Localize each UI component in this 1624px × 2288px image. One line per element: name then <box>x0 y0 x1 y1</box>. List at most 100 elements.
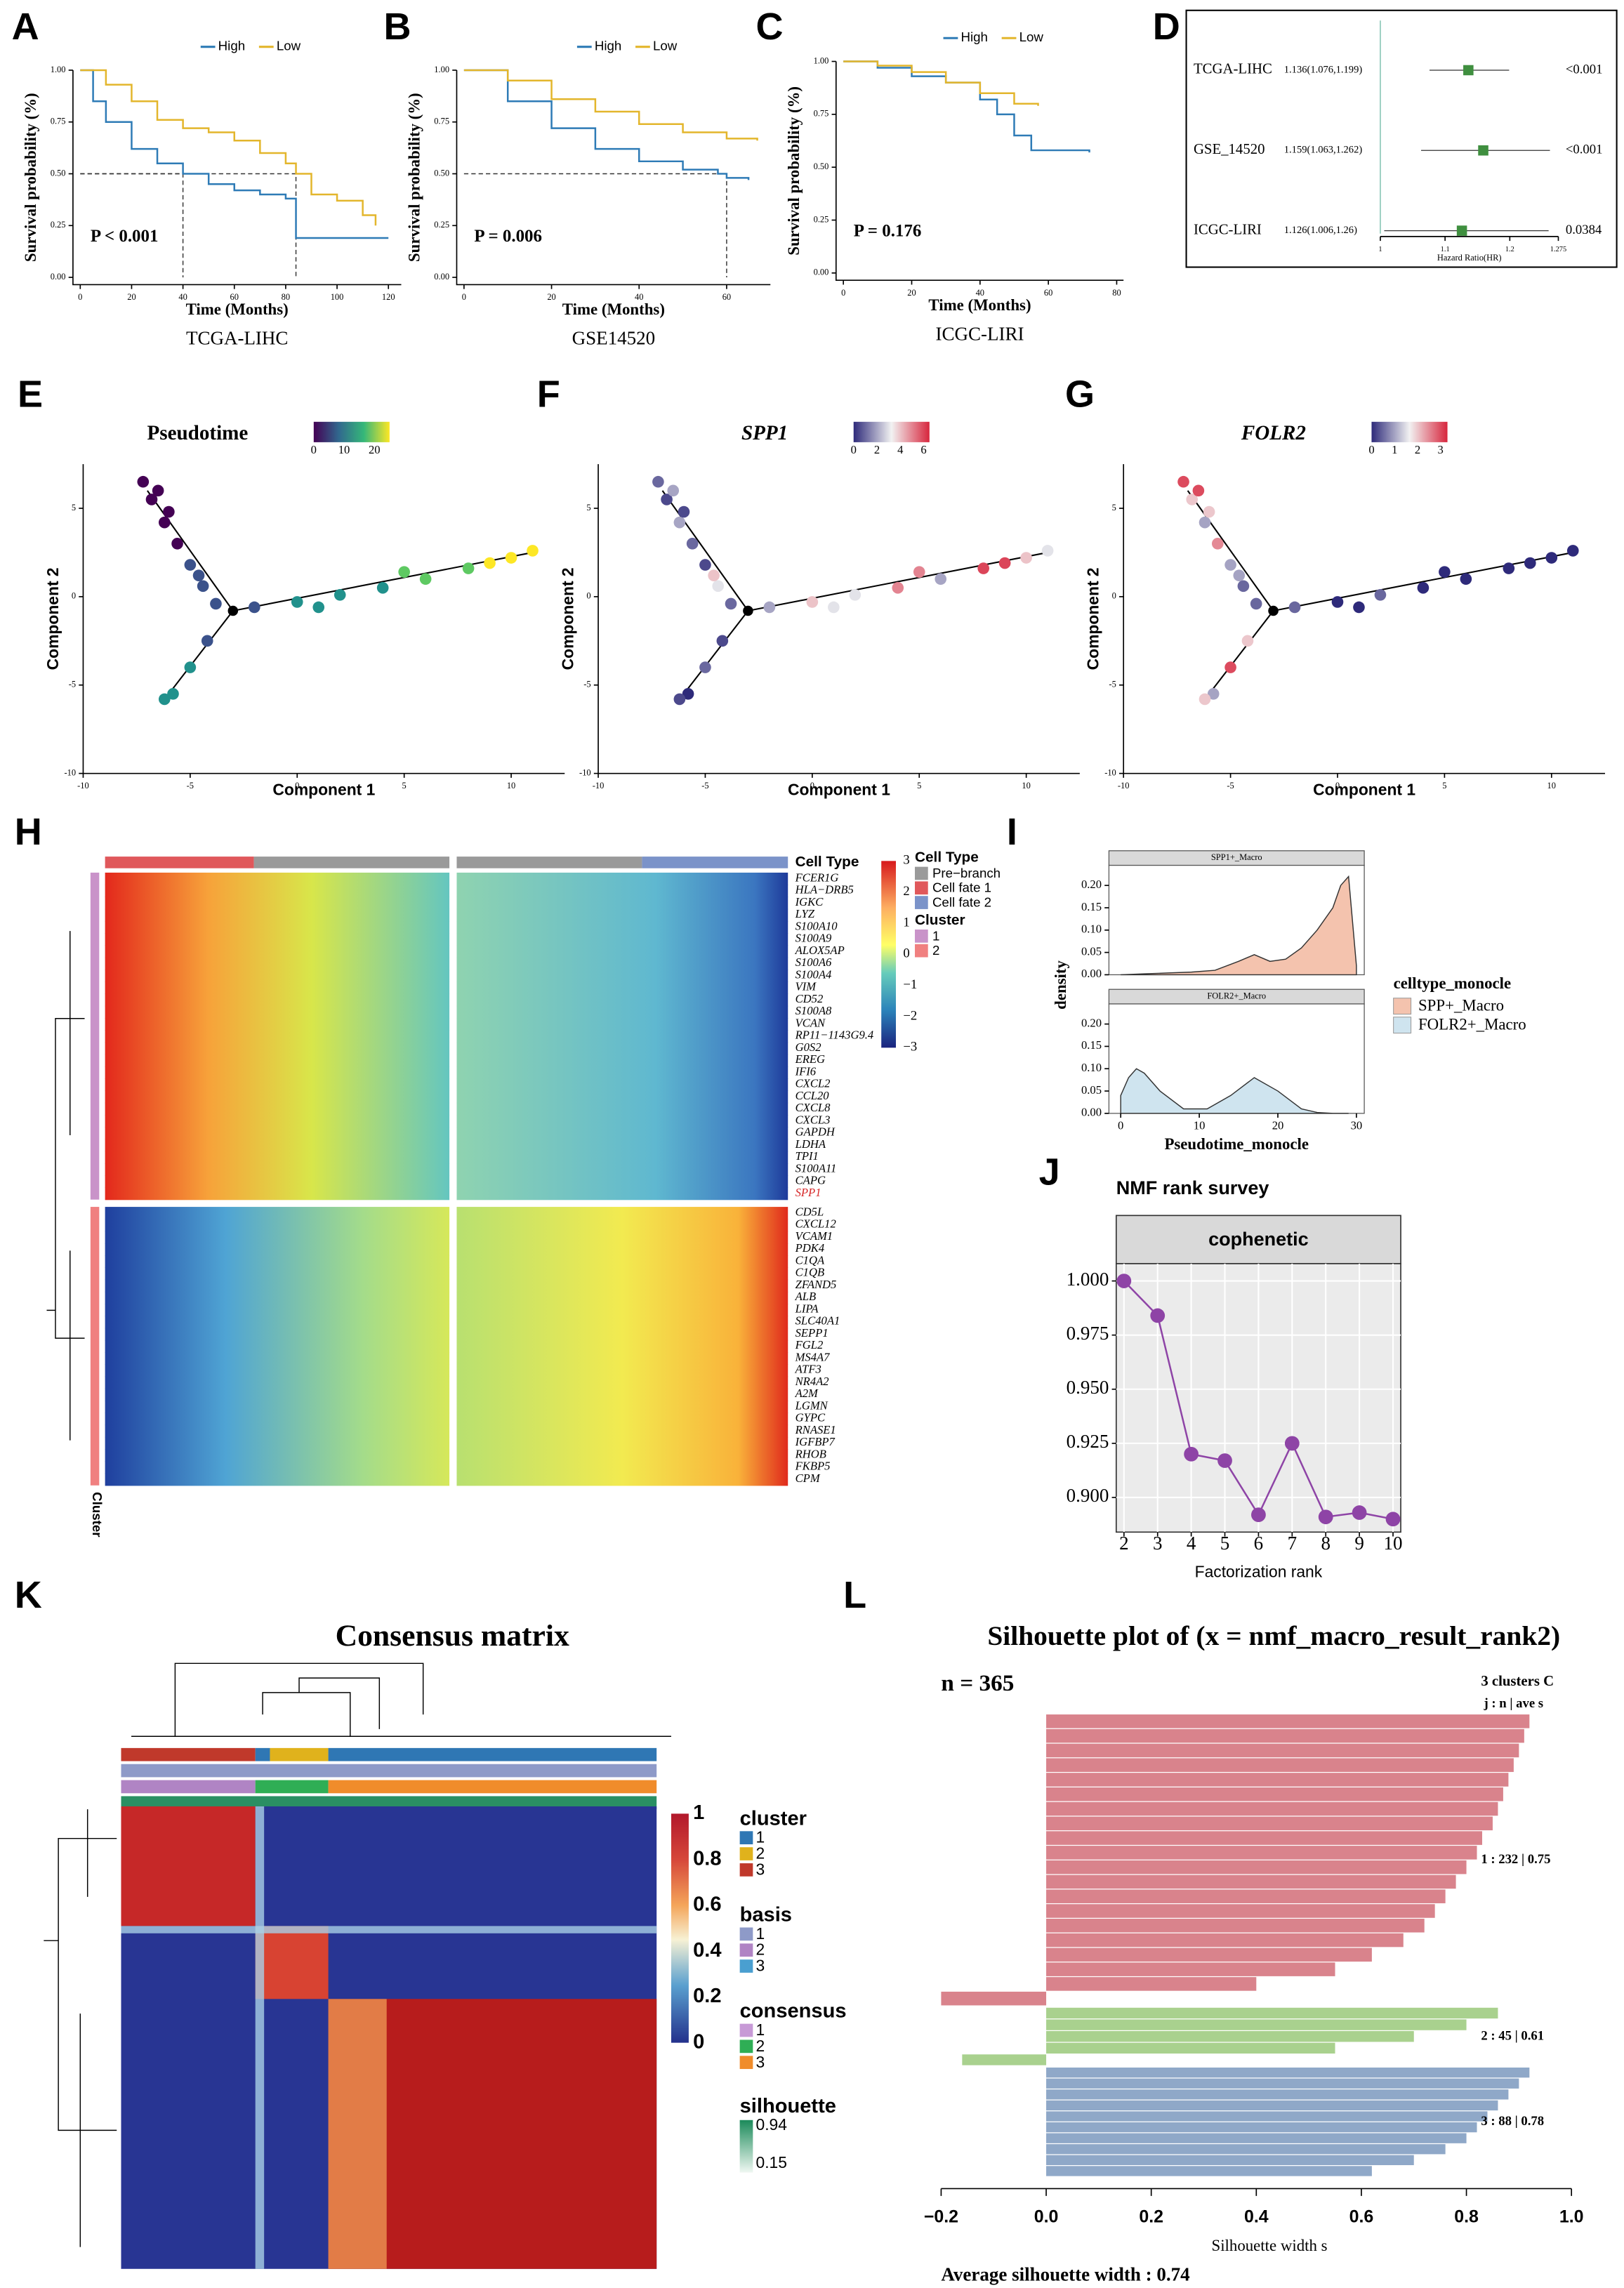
legend-label: Cell fate 2 <box>932 895 991 910</box>
cell-point <box>652 475 664 488</box>
gene-label: MS4A7 <box>795 1350 831 1363</box>
legend-sub: j : n | ave s <box>1483 1696 1543 1711</box>
cell-point <box>1374 589 1387 601</box>
y-tick-label: 0.00 <box>1081 967 1102 980</box>
legend-label: Low <box>277 39 301 53</box>
point <box>1284 1436 1300 1451</box>
legend-label: FOLR2+_Macro <box>1418 1015 1526 1033</box>
row-label: ICGC-LIRI <box>1194 221 1262 237</box>
heat-row <box>105 1316 450 1329</box>
x-tick-label: 1.0 <box>1559 2207 1584 2227</box>
chart-title: Pseudotime <box>147 422 249 444</box>
legend-label: 1 <box>755 1828 765 1846</box>
heat-row <box>456 1005 788 1019</box>
heat-row <box>105 1030 450 1043</box>
colorbar-tick-label: 0 <box>1368 443 1374 456</box>
silhouette-bar <box>1046 1933 1404 1948</box>
cell-point <box>1041 545 1054 557</box>
heat-row <box>105 1291 450 1304</box>
cluster-side-bar <box>90 1207 100 1486</box>
heat-row <box>456 908 788 922</box>
cell-point <box>1211 538 1224 550</box>
legend-swatch <box>739 2056 753 2070</box>
heat-row <box>105 1401 450 1413</box>
heat-row <box>456 1207 788 1219</box>
top-dendrogram <box>131 1662 671 1737</box>
annotation: P = 0.176 <box>854 221 922 240</box>
colorbar-tick-label: 0.2 <box>693 1985 721 2007</box>
x-tick-label: 7 <box>1288 1533 1298 1554</box>
y-tick-label: 0.75 <box>434 117 449 126</box>
legend-label: High <box>218 39 245 53</box>
legend-label: 1 <box>932 928 939 943</box>
cell-point <box>1224 661 1236 673</box>
heat-row <box>105 1151 450 1164</box>
survival-curve <box>843 60 1039 106</box>
y-axis-label: Component 2 <box>559 567 577 670</box>
cell-point <box>163 505 175 518</box>
x-axis-label: Hazard Ratio(HR) <box>1437 253 1502 263</box>
colorbar-tick-label: −2 <box>903 1008 917 1023</box>
colorbar <box>1371 421 1448 442</box>
chart-title: GSE14520 <box>572 328 656 349</box>
heat-row <box>105 933 450 946</box>
gene-label: C1QA <box>796 1254 825 1267</box>
survival-curve <box>463 69 758 141</box>
legend-title: silhouette <box>740 2095 836 2117</box>
cell-point <box>678 505 690 518</box>
legend-title: Cluster <box>915 912 965 928</box>
legend-swatch <box>739 1943 753 1957</box>
gene-label: EREG <box>795 1052 825 1066</box>
gene-label: PDK4 <box>795 1241 825 1255</box>
x-axis-label: Time (Months) <box>562 300 665 318</box>
legend-label: SPP+_Macro <box>1418 996 1504 1014</box>
y-tick-label: 0 <box>586 591 590 601</box>
legend-label: High <box>595 39 621 53</box>
cell-point <box>152 484 164 497</box>
gene-label: GYPC <box>796 1411 826 1424</box>
annotation-bar <box>456 857 642 868</box>
heat-row <box>105 1114 450 1128</box>
cell-point <box>1237 580 1250 593</box>
x-tick-label: 120 <box>382 292 395 302</box>
x-tick-label: -5 <box>187 781 194 791</box>
cell-point <box>484 557 496 569</box>
cell-point <box>137 475 150 488</box>
gene-label: NR4A2 <box>795 1375 829 1388</box>
gene-label: IGFBP7 <box>795 1435 836 1448</box>
y-tick-label: 0.00 <box>1081 1106 1102 1119</box>
gene-label: CD5L <box>796 1205 824 1219</box>
heat-row <box>456 1163 788 1176</box>
gene-label: ALB <box>795 1290 817 1303</box>
heat-row <box>105 1207 450 1219</box>
heat-row <box>456 1424 788 1438</box>
y-tick-label: 0.75 <box>51 117 66 126</box>
legend-label: 2 <box>932 943 939 958</box>
colorbar-tick-label: 0.8 <box>693 1847 721 1870</box>
heat-row <box>456 897 788 910</box>
legend-swatch <box>739 1927 753 1941</box>
colorbar-tick-label: 0 <box>851 443 857 456</box>
gene-label: SPP1 <box>796 1186 821 1199</box>
x-tick-label: 0 <box>78 292 82 302</box>
colorbar <box>739 2120 753 2173</box>
x-tick-label: 8 <box>1321 1533 1331 1554</box>
y-tick-label: -5 <box>1109 680 1116 689</box>
legend-label: 3 <box>755 1957 765 1975</box>
gene-label: CXCL2 <box>796 1077 831 1090</box>
axes <box>456 70 771 286</box>
axes <box>598 464 1080 774</box>
colorbar-tick-label: 3 <box>903 853 909 868</box>
cell-point <box>419 573 432 586</box>
silhouette-bar <box>1046 2155 1414 2166</box>
y-tick-label: 0 <box>72 591 76 601</box>
gene-label: CD52 <box>796 992 824 1005</box>
branch-node <box>227 605 239 616</box>
cluster-label: 1 : 232 | 0.75 <box>1481 1852 1550 1867</box>
x-tick-label: -5 <box>701 781 708 791</box>
gene-label: C1QB <box>796 1266 825 1279</box>
point <box>1251 1507 1266 1523</box>
axes <box>72 70 402 286</box>
heat-row <box>456 1187 788 1201</box>
heat-row <box>456 1127 788 1140</box>
